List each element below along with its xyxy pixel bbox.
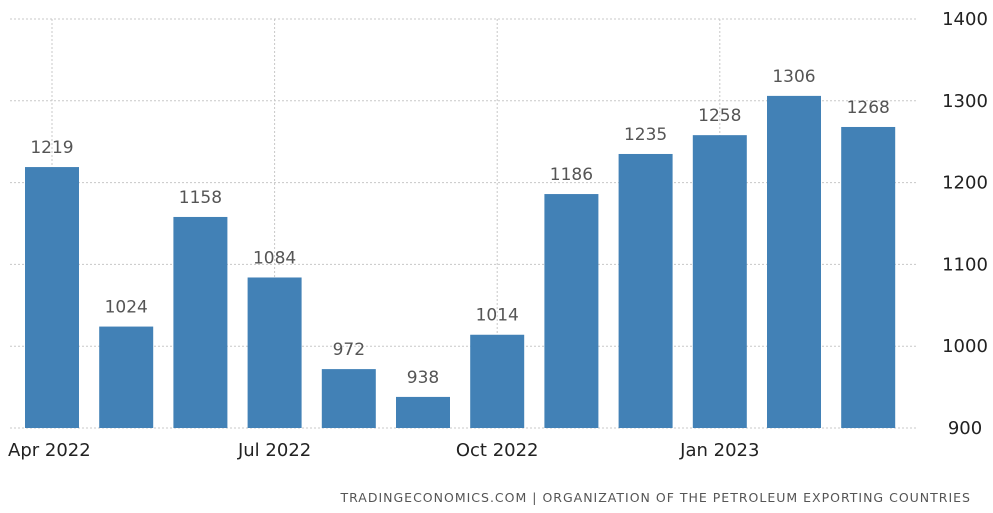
bar-nov-2022	[544, 194, 599, 428]
y-tick-label-1100: 1100	[942, 254, 988, 275]
bar-jan-2023	[692, 135, 747, 428]
bar-jun-2022	[173, 216, 228, 428]
bar-jul-2022	[247, 277, 302, 428]
bars	[25, 95, 896, 429]
bar-apr-2022	[25, 167, 79, 429]
y-tick-label-1000: 1000	[942, 336, 988, 357]
y-axis-tick-labels: 900 1000 1100 1200 1300 1400	[942, 9, 988, 439]
bar-sep-2022	[396, 396, 450, 428]
value-label-apr-2022: 1219	[30, 138, 73, 158]
value-label-jul-2022: 1084	[253, 248, 296, 268]
y-tick-label-1300: 1300	[942, 91, 988, 112]
x-tick-label-jan-2023: Jan 2023	[679, 440, 759, 461]
x-tick-label-jul-2022: Jul 2022	[237, 440, 311, 461]
value-label-mar-2023: 1268	[847, 98, 890, 118]
x-tick-label-oct-2022: Oct 2022	[456, 440, 539, 461]
bar-oct-2022	[470, 334, 525, 428]
source-attribution: TRADINGECONOMICS.COM | ORGANIZATION OF T…	[340, 490, 971, 505]
y-tick-label-1200: 1200	[942, 173, 988, 194]
bar-value-labels: 1219 1024 1158 1084 972 938 1014 1186 1235 1258 13…	[30, 67, 889, 388]
x-tick-label-apr-2022: Apr 2022	[8, 440, 91, 461]
value-label-feb-2023: 1306	[772, 67, 815, 87]
value-label-oct-2022: 1014	[476, 306, 519, 326]
value-label-aug-2022: 972	[333, 340, 365, 360]
value-label-nov-2022: 1186	[550, 165, 593, 185]
value-label-may-2022: 1024	[105, 298, 148, 318]
value-label-dec-2022: 1235	[624, 125, 667, 145]
value-label-jan-2023: 1258	[698, 106, 741, 126]
y-tick-label-1400: 1400	[942, 9, 988, 30]
bar-feb-2023	[767, 95, 821, 428]
x-axis-tick-labels: Apr 2022 Jul 2022 Oct 2022 Jan 2023	[8, 440, 759, 461]
bar-aug-2022	[321, 369, 376, 428]
bar-may-2022	[99, 326, 154, 428]
bar-dec-2022	[618, 153, 673, 428]
y-tick-label-900: 900	[948, 418, 982, 439]
bar-mar-2023	[841, 126, 896, 428]
value-label-sep-2022: 938	[407, 368, 439, 388]
value-label-jun-2022: 1158	[179, 188, 222, 208]
